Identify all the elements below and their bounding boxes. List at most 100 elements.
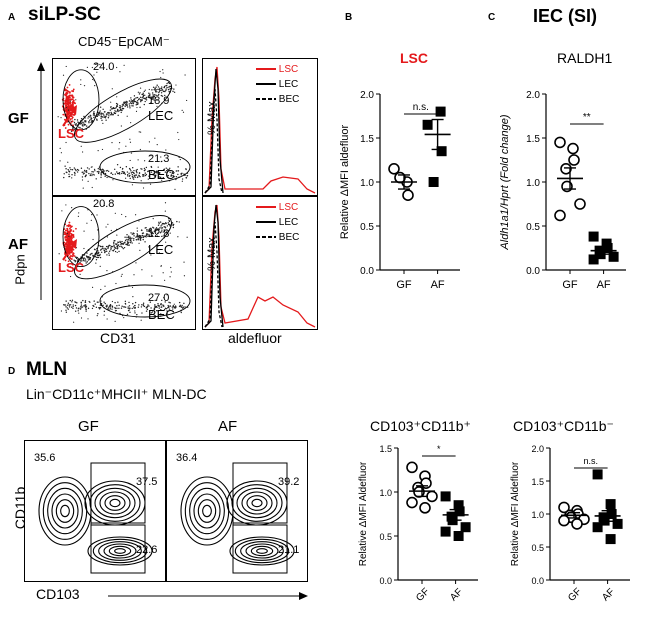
bec-dot	[177, 173, 179, 176]
contour-line	[250, 545, 274, 557]
background-dot	[96, 315, 98, 317]
lec-dot	[137, 238, 139, 240]
bec-dot	[83, 169, 86, 172]
bec-dot	[165, 167, 167, 169]
background-dot	[181, 180, 183, 182]
pop-lec-gf: LEC	[148, 108, 174, 123]
lec-dot	[100, 113, 102, 115]
lec-dot	[84, 120, 86, 122]
background-dot	[59, 160, 61, 162]
lsc-dot	[68, 234, 71, 236]
y-tick-label: 0.0	[379, 576, 392, 586]
lsc-dot	[67, 244, 70, 247]
background-dot	[162, 69, 164, 71]
lec-dot	[117, 241, 119, 243]
lec-dot	[111, 108, 114, 110]
lec-dot	[113, 244, 115, 247]
lsc-dot	[65, 235, 68, 237]
lec-dot	[107, 111, 109, 114]
lec-dot	[108, 250, 111, 252]
background-dot	[107, 223, 109, 225]
lec-dot	[104, 117, 107, 119]
lec-dot	[166, 86, 168, 89]
background-dot	[173, 303, 175, 305]
lec-dot	[157, 224, 160, 227]
lec-dot	[158, 222, 160, 225]
lec-dot	[169, 87, 171, 90]
background-dot	[150, 254, 152, 256]
bec-dot	[90, 173, 92, 175]
lec-dot	[151, 92, 154, 94]
background-dot	[97, 150, 99, 152]
contour-af-canvas	[180, 462, 295, 574]
bec-dot	[168, 306, 170, 309]
background-dot	[123, 317, 125, 319]
pct-top-right-gf: 37.5	[136, 476, 158, 488]
bec-dot	[126, 313, 129, 316]
bec-dot	[123, 172, 126, 174]
bec-dot	[65, 171, 67, 173]
lec-dot	[75, 124, 77, 126]
background-dot	[61, 210, 63, 212]
contour-line	[234, 538, 290, 564]
lec-dot	[130, 99, 132, 101]
bec-dot	[76, 171, 79, 173]
y-tick-label: 0.5	[531, 543, 544, 553]
background-dot	[165, 149, 167, 151]
lec-dot	[91, 252, 93, 255]
background-dot	[172, 311, 174, 313]
y-tick-label: 1.5	[360, 134, 374, 145]
background-dot	[60, 310, 63, 312]
bec-dot	[71, 299, 74, 302]
lec-dot	[145, 99, 148, 101]
background-dot	[95, 262, 97, 264]
background-dot	[154, 96, 156, 99]
lec-dot	[131, 100, 134, 102]
lec-dot	[138, 236, 140, 239]
bec-dot	[72, 307, 74, 310]
bec-dot	[98, 170, 100, 173]
lec-dot	[143, 103, 145, 106]
legend-label-bec: BEC	[278, 232, 300, 243]
lsc-dot	[69, 237, 72, 240]
background-dot	[140, 319, 142, 321]
lec-dot	[76, 119, 79, 121]
lec-dot	[147, 96, 150, 99]
bec-dot	[80, 307, 82, 309]
lec-dot	[108, 252, 110, 254]
lec-dot	[142, 92, 144, 94]
lec-dot	[173, 91, 176, 93]
background-dot	[110, 101, 112, 103]
background-dot	[69, 270, 71, 272]
lec-dot	[108, 115, 110, 117]
bec-dot	[149, 301, 152, 303]
background-dot	[135, 110, 138, 112]
pct-bottom-right-gf: 22.6	[136, 544, 158, 556]
lec-dot	[165, 88, 167, 90]
bec-dot	[110, 304, 112, 307]
bec-dot	[145, 166, 148, 169]
pop-lsc-gf: LSC	[58, 126, 84, 141]
lsc-dot	[67, 90, 70, 93]
bec-dot	[132, 303, 134, 305]
lec-dot	[168, 88, 170, 91]
background-dot	[119, 71, 121, 73]
background-dot	[106, 318, 108, 320]
lec-dot	[118, 250, 120, 253]
lec-dot	[165, 89, 167, 92]
background-dot	[170, 271, 172, 273]
contour-line	[229, 536, 295, 566]
contour-line	[99, 491, 131, 515]
bec-dot	[74, 174, 76, 176]
background-dot	[123, 64, 125, 66]
lsc-arrow-gf	[62, 105, 77, 127]
background-dot	[154, 137, 156, 139]
bec-dot	[92, 171, 94, 173]
background-dot	[116, 96, 118, 98]
bec-dot	[92, 173, 94, 176]
bec-dot	[132, 167, 134, 169]
panel-a-title: siLP-SC	[28, 4, 101, 25]
lec-dot	[82, 259, 85, 261]
bec-dot	[154, 299, 156, 302]
bec-dot	[174, 305, 177, 307]
